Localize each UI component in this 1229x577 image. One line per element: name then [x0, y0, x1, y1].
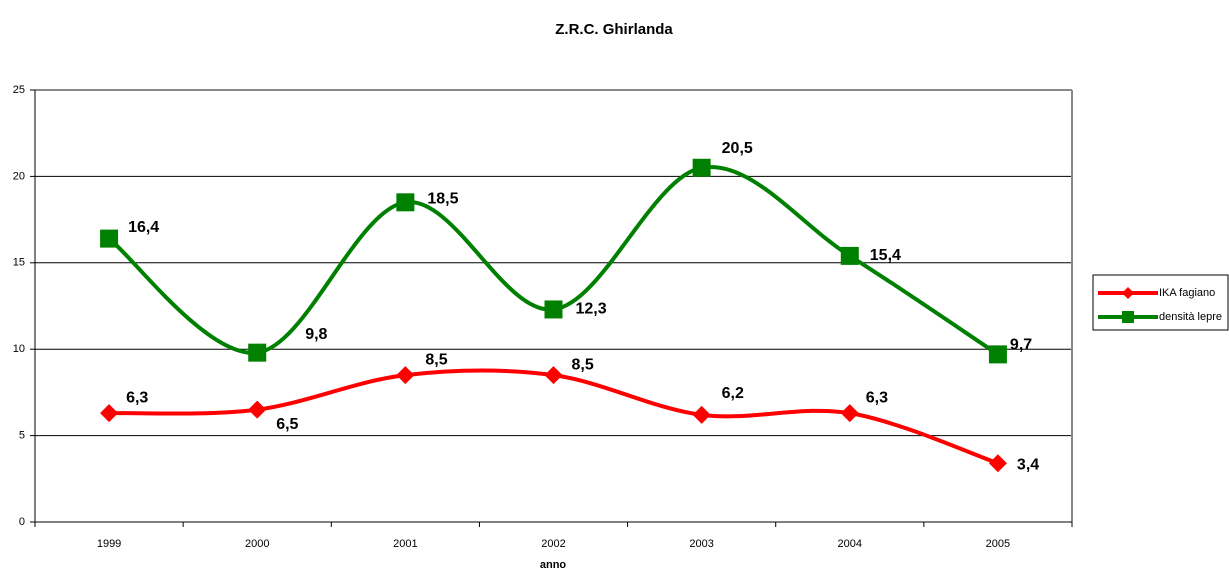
legend-label: IKA fagiano — [1159, 287, 1215, 299]
legend-marker — [1122, 311, 1134, 323]
x-tick-label: 2003 — [689, 538, 713, 550]
data-point — [100, 229, 119, 248]
x-tick-label: 2002 — [541, 538, 565, 550]
y-tick-label: 5 — [19, 430, 25, 442]
data-point — [840, 404, 859, 423]
data-label: 20,5 — [722, 140, 753, 157]
series-line — [109, 368, 999, 466]
data-point — [100, 404, 119, 423]
data-label: 3,4 — [1017, 456, 1039, 473]
data-label: 9,7 — [1010, 337, 1032, 354]
y-tick-label: 15 — [13, 257, 25, 269]
x-tick-label: 2000 — [245, 538, 269, 550]
data-label: 6,3 — [126, 389, 148, 406]
data-label: 15,4 — [870, 247, 901, 264]
data-label: 6,2 — [722, 385, 744, 402]
data-point — [396, 366, 415, 385]
data-point — [692, 158, 711, 177]
series-line — [107, 164, 1000, 357]
data-point — [396, 193, 415, 212]
data-label: 6,3 — [866, 389, 888, 406]
data-point — [248, 343, 267, 362]
data-point — [988, 454, 1007, 473]
data-label: 12,3 — [576, 301, 607, 318]
chart-title: Z.R.C. Ghirlanda — [555, 21, 673, 38]
x-tick-label: 2005 — [986, 538, 1010, 550]
y-tick-label: 25 — [13, 84, 25, 96]
legend-label: densità lepre — [1159, 311, 1222, 323]
data-point — [840, 246, 859, 265]
x-tick-label: 2004 — [838, 538, 862, 550]
data-point — [988, 345, 1007, 364]
data-point — [248, 400, 267, 419]
data-point — [692, 405, 711, 424]
y-tick-label: 20 — [13, 170, 25, 182]
y-tick-label: 10 — [13, 343, 25, 355]
x-axis-title: anno — [540, 559, 567, 571]
data-label: 6,5 — [276, 416, 298, 433]
x-tick-label: 2001 — [393, 538, 417, 550]
x-tick-label: 1999 — [97, 538, 121, 550]
data-label: 9,8 — [305, 326, 327, 343]
data-point — [544, 366, 563, 385]
legend-marker — [1122, 287, 1134, 299]
data-label: 8,5 — [572, 356, 594, 373]
data-label: 16,4 — [128, 219, 159, 236]
legend-box — [1092, 274, 1229, 331]
data-label: 18,5 — [427, 191, 458, 208]
y-tick-label: 0 — [19, 516, 25, 528]
data-point — [544, 300, 563, 319]
data-label: 8,5 — [425, 351, 447, 368]
